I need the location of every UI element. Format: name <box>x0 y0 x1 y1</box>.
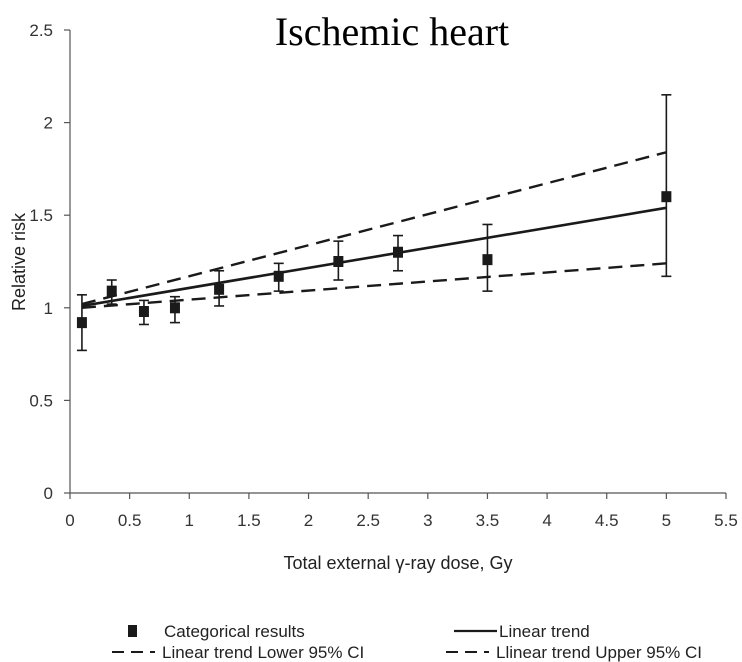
data-point <box>138 299 149 326</box>
x-tick-label: 5.5 <box>714 511 738 530</box>
legend: Categorical results Linear trend Linear … <box>112 622 702 662</box>
data-point <box>393 234 403 272</box>
data-point <box>333 240 344 281</box>
y-tick-label: 1.5 <box>29 206 53 225</box>
x-tick-label: 1 <box>185 511 194 530</box>
x-tick-label: 0.5 <box>118 511 142 530</box>
x-tick-label: 4 <box>542 511 551 530</box>
y-tick-label: 0 <box>44 484 53 503</box>
y-tick-label: 1 <box>44 299 53 318</box>
y-tick-label: 2.5 <box>29 21 53 40</box>
legend-label-upper-ci: Llinear trend Upper 95% CI <box>496 643 702 662</box>
point-marker <box>273 270 284 282</box>
data-point <box>661 94 672 278</box>
legend-label-linear-trend: Linear trend <box>499 622 590 641</box>
point-marker <box>333 256 344 267</box>
x-tick-label: 4.5 <box>595 511 619 530</box>
lower-ci-line <box>81 262 667 309</box>
linear-trend-line <box>81 206 667 308</box>
trend-lines <box>81 151 667 309</box>
legend-label-lower-ci: Linear trend Lower 95% CI <box>162 643 364 662</box>
point-marker <box>169 302 180 314</box>
y-axis-ticks: 0 0.5 1 1.5 2 2.5 <box>29 21 70 503</box>
x-axis-label: Total external γ-ray dose, Gy <box>283 553 512 573</box>
point-marker <box>661 191 672 203</box>
x-tick-label: 3 <box>423 511 432 530</box>
data-point <box>169 295 180 324</box>
point-marker <box>76 317 87 329</box>
point-marker <box>106 285 117 297</box>
categorical-points <box>76 94 672 352</box>
x-tick-label: 5 <box>662 511 671 530</box>
upper-ci-line <box>81 151 667 306</box>
data-point <box>214 269 225 307</box>
legend-label-categorical: Categorical results <box>164 622 305 641</box>
x-tick-label: 3.5 <box>476 511 500 530</box>
y-tick-label: 2 <box>44 114 53 133</box>
data-point <box>76 294 87 352</box>
point-marker <box>393 246 403 258</box>
data-point <box>482 223 493 292</box>
point-marker <box>482 254 493 266</box>
x-axis-ticks: 0 0.5 1 1.5 2 2.5 3 3.5 4 4.5 5 5.5 <box>65 493 738 530</box>
x-tick-label: 2.5 <box>356 511 380 530</box>
point-marker <box>214 283 225 295</box>
y-axis-label: Relative risk <box>9 212 29 311</box>
point-marker <box>138 306 149 318</box>
chart-title: Ischemic heart <box>275 9 509 54</box>
legend-square-marker <box>128 625 137 637</box>
axes <box>69 30 726 494</box>
x-tick-label: 2 <box>304 511 313 530</box>
data-point <box>106 279 117 305</box>
y-tick-label: 0.5 <box>29 391 53 410</box>
x-tick-label: 1.5 <box>237 511 261 530</box>
x-tick-label: 0 <box>65 511 74 530</box>
data-point <box>273 262 284 292</box>
